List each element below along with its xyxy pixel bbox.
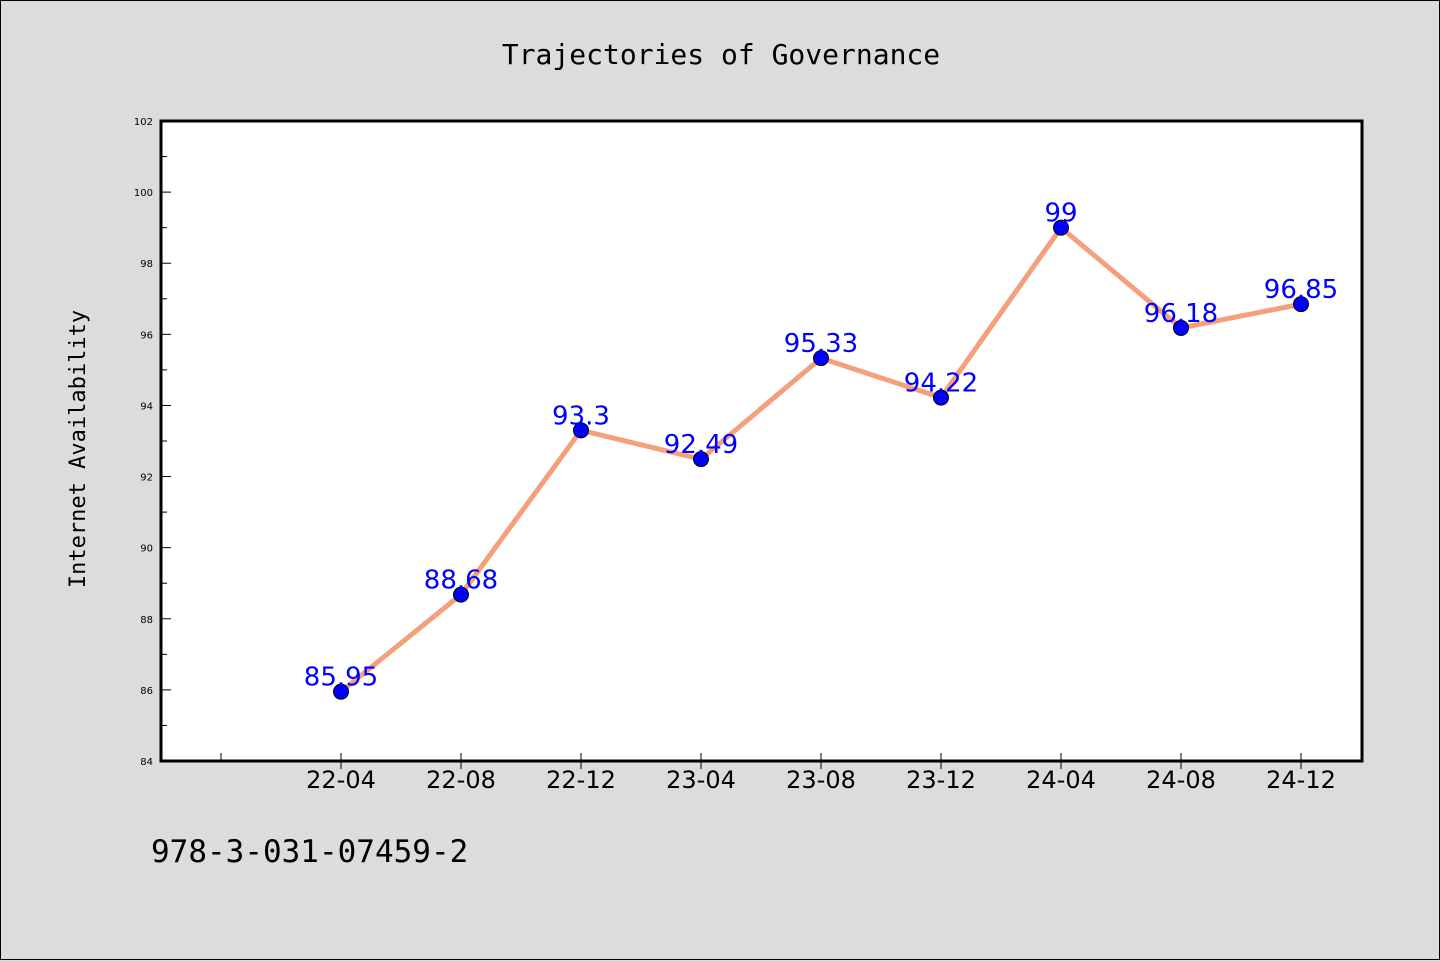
data-point	[1293, 296, 1309, 313]
x-tick-label: 24-08	[1146, 766, 1216, 794]
series-layer	[333, 219, 1309, 700]
x-tick-label: 22-04	[306, 766, 376, 794]
y-tick-label: 98	[140, 259, 153, 270]
data-label: 94.22	[904, 369, 978, 399]
y-tick-label: 92	[140, 473, 153, 484]
data-point	[453, 586, 469, 603]
data-label: 92.49	[664, 430, 738, 460]
y-axis-label: Internet Availability	[66, 310, 91, 588]
y-tick-label: 94	[140, 401, 153, 412]
data-point	[813, 350, 829, 367]
data-label: 85.95	[304, 663, 378, 693]
y-tick-label: 88	[140, 615, 153, 626]
isbn-text: 978-3-031-07459-2	[151, 834, 469, 870]
data-point	[693, 451, 709, 468]
data-point	[1173, 319, 1189, 336]
data-point	[333, 683, 349, 700]
y-tick-label: 84	[140, 757, 153, 768]
y-tick-label: 86	[140, 686, 153, 697]
y-tick-label: 90	[140, 544, 153, 555]
x-tick-label: 23-12	[906, 766, 976, 794]
data-point	[933, 389, 949, 406]
data-label: 95.33	[784, 329, 858, 359]
x-tick-label: 24-12	[1266, 766, 1336, 794]
data-point	[1053, 219, 1069, 236]
data-point	[573, 422, 589, 439]
chart-title: Trajectories of Governance	[502, 38, 940, 71]
x-tick-label: 22-08	[426, 766, 496, 794]
x-axis-ticks: 22-04 22-08 22-12 23-04 23-08 23-12 24-04 24-08…	[220, 753, 1336, 794]
y-tick-label: 100	[134, 188, 153, 199]
data-labels-layer: 85.95 88.68 93.3 92.49 95.33 94.22 99 96.18 96.8…	[304, 199, 1338, 693]
y-tick-label: 96	[140, 330, 153, 341]
y-axis-ticks: 84 86 88 90 92 94 96 98 100 102	[134, 117, 171, 768]
data-label: 88.68	[424, 566, 498, 596]
data-label: 96.85	[1264, 275, 1338, 305]
data-label: 96.18	[1144, 299, 1218, 329]
data-label: 93.3	[552, 401, 610, 431]
data-label: 99	[1044, 199, 1077, 229]
x-tick-label: 23-04	[666, 766, 736, 794]
x-tick-label: 23-08	[786, 766, 856, 794]
x-tick-label: 22-12	[546, 766, 616, 794]
x-tick-label: 24-04	[1026, 766, 1096, 794]
plot-area	[159, 119, 1364, 763]
y-tick-label: 102	[134, 117, 153, 128]
